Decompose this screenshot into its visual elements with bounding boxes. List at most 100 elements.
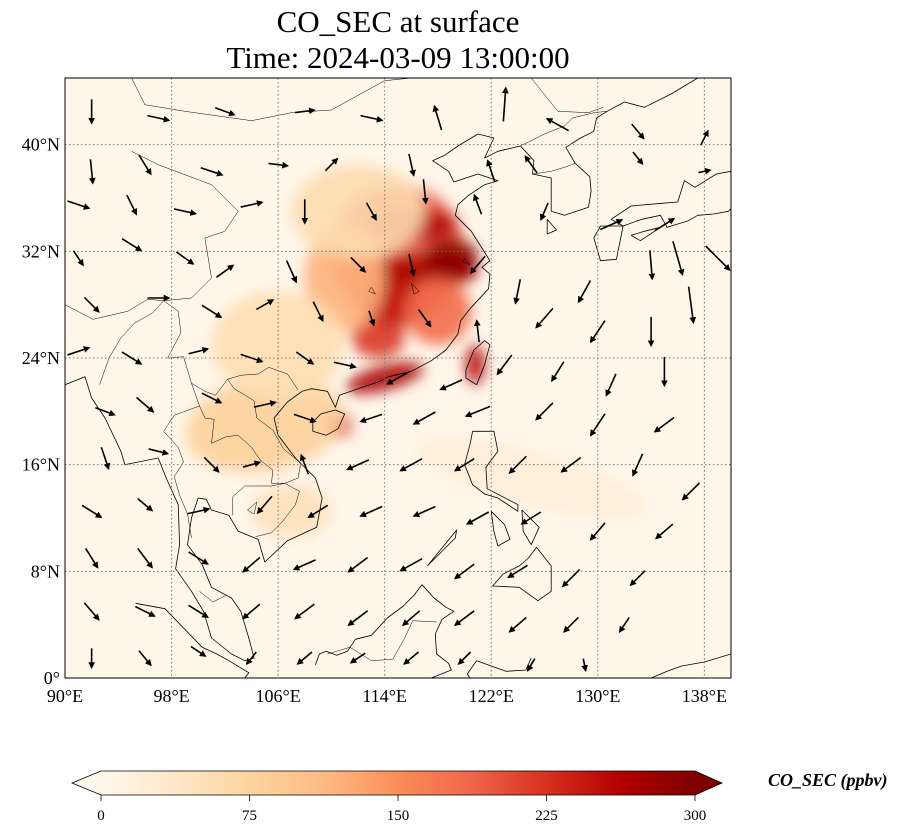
colorbar-title: CO_SEC (ppbv): [768, 770, 888, 790]
wind-arrow: [242, 556, 261, 573]
country-border: [327, 620, 437, 661]
coastline: [426, 529, 457, 567]
wind-arrow: [148, 448, 170, 456]
wind-arrow: [292, 559, 316, 571]
wind-vectors: [67, 86, 731, 672]
wind-arrow: [67, 200, 91, 210]
wind-arrow: [408, 153, 416, 177]
wind-arrow: [147, 114, 171, 123]
coastline: [610, 170, 731, 228]
latitude-tick-label: 16°N: [22, 455, 60, 475]
country-border: [520, 111, 608, 147]
concentration-plume: [291, 164, 425, 258]
wind-arrow: [188, 551, 209, 565]
wind-arrow: [599, 218, 624, 231]
wind-arrow: [190, 645, 207, 657]
wind-arrow: [486, 159, 496, 183]
wind-arrow: [589, 413, 606, 437]
wind-arrow: [526, 658, 536, 672]
wind-arrow: [545, 117, 570, 132]
wind-arrow: [513, 279, 522, 305]
wind-arrow: [403, 651, 420, 665]
coastline: [135, 602, 250, 678]
coastline: [492, 547, 552, 602]
wind-arrow: [464, 405, 491, 418]
wind-arrow: [524, 155, 538, 174]
wind-arrow: [347, 556, 369, 573]
country-border: [99, 300, 299, 396]
map-frame: [64, 77, 732, 679]
wind-arrow: [242, 460, 262, 468]
wind-arrow: [507, 564, 528, 579]
wind-arrow: [618, 617, 630, 633]
wind-arrow: [83, 296, 100, 313]
wind-arrow: [137, 498, 154, 512]
colorbar-tick-label: 300: [684, 808, 707, 824]
wind-arrow: [359, 413, 383, 424]
wind-arrow: [605, 373, 617, 397]
longitude-tick-label: 130°E: [575, 686, 620, 706]
country-border: [131, 78, 412, 121]
wind-arrow: [469, 255, 486, 275]
wind-arrow: [242, 603, 261, 620]
wind-arrow: [465, 511, 490, 525]
wind-arrow: [399, 457, 423, 472]
plot-subtitle-time: Time: 2024-03-09 13:00:00: [226, 40, 570, 75]
wind-arrow: [412, 411, 436, 425]
latitude-tick-label: 8°N: [31, 561, 60, 581]
country-border: [199, 591, 227, 603]
wind-arrow: [386, 371, 410, 385]
wind-arrow: [299, 453, 310, 475]
wind-arrow: [81, 504, 103, 519]
wind-arrow: [368, 310, 376, 327]
wind-arrow: [563, 616, 579, 633]
wind-arrow: [121, 237, 143, 252]
wind-arrow: [138, 154, 152, 176]
colorbar: 0 75 150 225 300: [70, 770, 723, 824]
coastline: [593, 225, 624, 262]
wind-arrow: [629, 570, 646, 587]
gridlines: [65, 78, 731, 678]
latitude-tick-label: 0°: [44, 668, 60, 688]
concentration-plume: [424, 238, 478, 278]
longitude-tick-label: 106°E: [256, 686, 301, 706]
wind-arrow: [535, 402, 554, 421]
wind-arrow: [214, 106, 236, 117]
wind-arrow: [561, 569, 581, 588]
wind-arrow: [365, 202, 377, 221]
wind-arrow: [421, 179, 429, 205]
coastline: [546, 219, 557, 235]
wind-arrow: [95, 406, 116, 417]
lake: [462, 257, 471, 266]
concentration-plume: [465, 344, 485, 385]
country-border: [191, 379, 302, 484]
wind-arrow: [67, 346, 91, 356]
concentration-plume: [351, 318, 405, 358]
wind-arrow: [577, 280, 592, 304]
wind-arrow: [648, 250, 656, 281]
wind-arrow: [295, 351, 315, 365]
lake: [368, 287, 376, 295]
wind-arrow: [173, 208, 197, 216]
wind-arrow: [137, 547, 153, 569]
wind-arrow: [312, 301, 324, 323]
wind-arrow: [502, 86, 509, 122]
latitude-tick-label: 32°N: [22, 241, 60, 261]
country-border: [65, 299, 164, 320]
wind-arrow: [432, 104, 443, 131]
colorbar-tick-label: 75: [242, 808, 257, 824]
wind-arrow: [508, 455, 527, 475]
concentration-plume: [415, 437, 648, 519]
wind-arrow: [240, 353, 264, 364]
wind-arrow: [203, 456, 220, 473]
longitude-tick-label: 114°E: [362, 686, 407, 706]
wind-arrow: [253, 400, 277, 408]
colorbar-tick-label: 225: [535, 808, 558, 824]
wind-arrow: [72, 250, 84, 267]
wind-arrow: [347, 610, 369, 627]
wind-arrow: [654, 523, 674, 540]
wind-arrow: [439, 379, 463, 391]
wind-arrow: [84, 547, 99, 569]
longitude-tick-labels: 90°E 98°E 106°E 114°E 122°E 130°E 138°E: [47, 686, 727, 706]
